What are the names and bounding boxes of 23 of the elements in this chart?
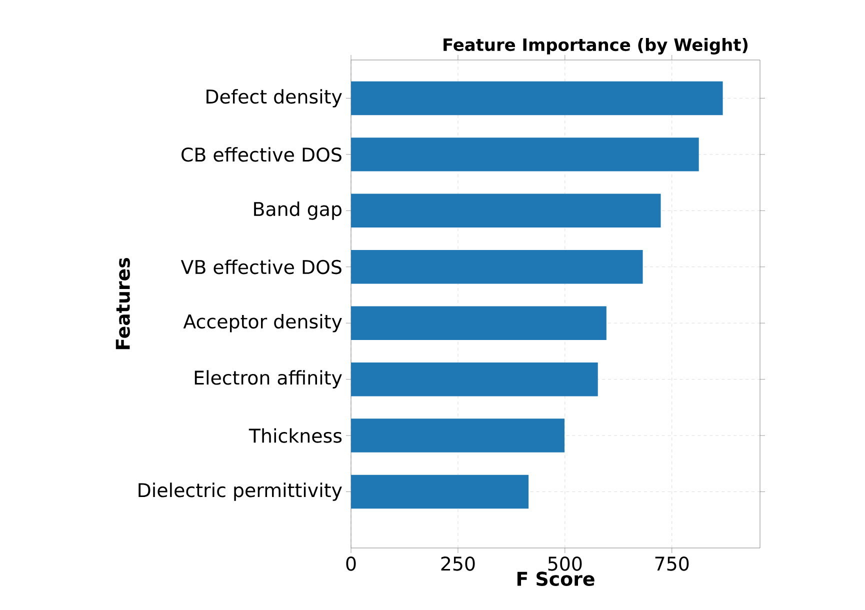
y-tick-label: VB effective DOS: [180, 260, 342, 274]
y-tick-label: Dielectric permittivity: [138, 482, 342, 501]
chart-title: Feature Importance (by Weight): [444, 38, 748, 54]
x-tick-label: 500: [548, 556, 582, 571]
x-axis-title: F Score: [517, 572, 594, 586]
bar: [351, 194, 661, 228]
bar: [351, 474, 529, 509]
y-tick-label: CB effective DOS: [182, 147, 342, 162]
bar: [351, 81, 723, 116]
y-tick-label: Acceptor density: [183, 314, 342, 332]
bar: [351, 306, 606, 340]
bar: [351, 138, 699, 172]
y-tick-label: Band gap: [254, 202, 342, 220]
bar: [351, 418, 564, 452]
x-tick-label: 0: [346, 556, 356, 571]
x-tick-label: 250: [441, 556, 475, 571]
bar: [351, 362, 598, 396]
y-tick-label: Electron affinity: [194, 370, 342, 388]
bar: [351, 250, 643, 284]
y-axis-title: Features: [116, 258, 130, 350]
y-tick-label: Defect density: [206, 89, 342, 108]
x-tick-label: 750: [655, 556, 689, 571]
y-tick-label: Thickness: [248, 428, 342, 443]
